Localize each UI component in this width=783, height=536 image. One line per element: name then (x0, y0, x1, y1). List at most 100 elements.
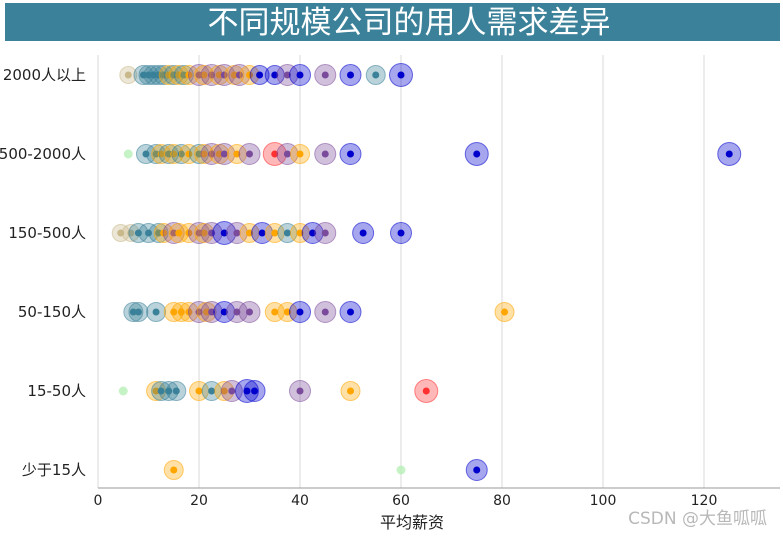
point-dot (200, 150, 208, 158)
point-dot (195, 229, 203, 237)
scatter-point (228, 64, 251, 86)
point-dot (215, 150, 223, 158)
point-dot (220, 71, 228, 79)
scatter-point (290, 223, 310, 243)
scatter-point (212, 221, 237, 245)
point-dot (215, 71, 223, 79)
point-dot (271, 229, 279, 237)
point-dot (220, 229, 228, 237)
scatter-point (213, 301, 236, 323)
scatter-point (339, 64, 362, 86)
scatter-point (277, 302, 298, 322)
point-dot (145, 71, 152, 79)
point-dot (396, 465, 406, 475)
point-dot (283, 229, 291, 237)
scatter-point (138, 65, 159, 85)
point-dot (321, 150, 329, 158)
point-dot (283, 308, 291, 316)
scatter-point (314, 301, 337, 323)
point-dot (170, 229, 178, 237)
scatter-point (238, 143, 261, 165)
point-dot (145, 229, 152, 237)
point-dot (256, 71, 264, 79)
point-dot (271, 150, 279, 158)
scatter-point (189, 144, 209, 164)
point-dot (271, 71, 279, 79)
point-dot (296, 229, 304, 237)
point-dot (283, 71, 291, 79)
title-bar (5, 3, 780, 41)
scatter-point (200, 301, 223, 323)
y-tick-label: 150-500人 (8, 224, 86, 242)
point-dot (246, 229, 253, 237)
point-dot (296, 150, 304, 158)
point-dot (258, 229, 266, 237)
scatter-point (289, 301, 311, 323)
scatter-point (390, 222, 412, 244)
scatter-point (239, 65, 260, 85)
scatter-point (414, 379, 439, 403)
point-dot (233, 308, 241, 316)
point-dot (397, 71, 405, 79)
scatter-point (138, 223, 159, 243)
point-dot (235, 71, 243, 79)
point-dot (129, 308, 137, 316)
point-dot (165, 71, 173, 79)
scatter-point (128, 302, 149, 322)
scatter-point (352, 222, 375, 244)
point-dot (170, 466, 178, 474)
scatter-point (188, 64, 210, 86)
point-dot (203, 308, 211, 316)
point-dot (175, 71, 183, 79)
point-dot (220, 150, 228, 158)
scatter-point (119, 66, 138, 84)
scatter-point (178, 302, 199, 322)
scatter-point (225, 301, 248, 323)
scatter-point (194, 223, 215, 243)
point-dot (347, 71, 354, 79)
scatter-point (339, 143, 362, 165)
point-dot (180, 71, 188, 79)
point-dot (233, 150, 241, 158)
scatter-point (178, 144, 199, 164)
point-dot (246, 308, 253, 316)
point-dot (195, 71, 203, 79)
scatter-point (243, 380, 266, 402)
scatter-point (289, 64, 311, 86)
grid-lines (97, 55, 780, 489)
point-dot (134, 308, 142, 316)
x-tick-label: 60 (392, 493, 410, 509)
scatter-point (314, 64, 337, 86)
scatter-point (262, 142, 287, 166)
watermark: CSDN @大鱼呱呱 (628, 509, 767, 529)
point-dot (142, 150, 150, 158)
x-tick-label: 40 (291, 493, 309, 509)
point-dot (271, 308, 279, 316)
point-dot (228, 387, 236, 395)
point-dot (195, 150, 203, 158)
point-dot (134, 229, 142, 237)
point-dot (347, 387, 354, 395)
point-dot (243, 387, 251, 395)
scatter-point (133, 65, 154, 85)
scatter-point (118, 386, 128, 396)
scatter-point (365, 65, 386, 85)
scatter-point (314, 222, 337, 244)
point-dot (220, 308, 228, 316)
x-tick-label: 80 (493, 493, 511, 509)
point-dot (296, 387, 304, 395)
point-dot (152, 150, 160, 158)
point-dot (208, 308, 216, 316)
scatter-point (289, 380, 311, 402)
point-dot (170, 71, 178, 79)
y-tick-label: 15-50人 (27, 382, 86, 400)
scatter-point (162, 222, 185, 244)
point-dot (501, 308, 509, 316)
point-dot (152, 308, 160, 316)
scatter-point (171, 302, 192, 322)
x-tick-label: 100 (590, 493, 617, 509)
point-dot (296, 308, 304, 316)
point-dot (155, 229, 163, 237)
point-dot (175, 229, 183, 237)
